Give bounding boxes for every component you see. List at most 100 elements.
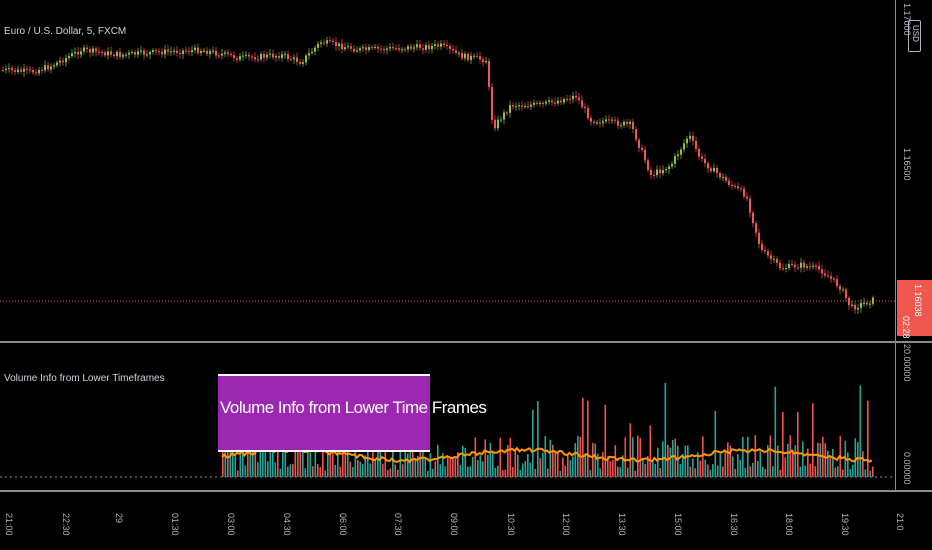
volume-bar (869, 470, 872, 477)
candle-body (644, 149, 646, 161)
volume-bar (512, 467, 514, 477)
volume-bar (287, 466, 289, 477)
candle-body (641, 147, 643, 150)
candle-body (221, 53, 223, 56)
volume-bar (499, 437, 502, 477)
volume-bar (804, 465, 807, 477)
volume-bar (232, 450, 234, 477)
candle-body (794, 264, 796, 268)
time-label: 07:30 (393, 513, 403, 536)
candle-body (608, 119, 610, 121)
candle-body (479, 56, 481, 60)
candle-body (56, 62, 58, 66)
candle-body (113, 54, 115, 57)
candle-body (401, 49, 403, 51)
candle-body (824, 273, 826, 276)
volume-bar (329, 447, 332, 477)
candle-body (326, 40, 328, 44)
currency-button[interactable]: USD (908, 20, 921, 52)
volume-bar (827, 450, 829, 477)
candle-body (656, 169, 658, 176)
price-chart-pane[interactable] (0, 0, 895, 341)
candle-body (662, 170, 664, 174)
candle-body (476, 55, 478, 57)
candle-body (668, 166, 670, 170)
candle-body (149, 51, 151, 55)
price-axis-border (895, 0, 896, 492)
price-chart[interactable] (0, 0, 895, 341)
candle-body (308, 53, 310, 56)
candle-body (284, 54, 286, 56)
candle-body (491, 86, 493, 120)
candle-body (845, 289, 847, 299)
candle-body (95, 48, 97, 52)
candle-body (200, 51, 202, 54)
candle-body (248, 54, 250, 57)
volume-bar (699, 460, 702, 477)
volume-bar (739, 460, 742, 477)
candle-body (269, 53, 271, 55)
candle-body (281, 54, 283, 58)
candle-body (764, 249, 766, 252)
volume-bar (387, 470, 389, 477)
candle-body (299, 62, 301, 64)
candle-body (329, 40, 331, 42)
candle-body (578, 97, 580, 101)
candle-body (317, 43, 319, 48)
volume-bar (627, 467, 629, 477)
volume-bar (494, 467, 497, 477)
candle-body (194, 47, 196, 51)
volume-bar (637, 435, 639, 477)
volume-bar (609, 461, 612, 477)
candle-body (470, 55, 472, 61)
volume-bar (717, 465, 719, 477)
candle-body (614, 119, 616, 121)
volume-bar (284, 435, 287, 477)
volume-bar (832, 448, 834, 477)
candle-body (314, 47, 316, 52)
candle-body (704, 158, 706, 164)
volume-bar (427, 470, 429, 477)
volume-bar (244, 465, 247, 477)
candle-body (23, 68, 25, 72)
candle-body (647, 160, 649, 171)
volume-bar (532, 409, 534, 477)
volume-bar (767, 445, 769, 477)
candle-body (773, 258, 775, 260)
candle-body (575, 95, 577, 98)
volume-bar (224, 439, 227, 477)
volume-bar (369, 463, 372, 477)
volume-bar (359, 461, 362, 477)
candle-body (713, 167, 715, 172)
pane-divider[interactable] (0, 341, 932, 343)
candle-body (635, 129, 637, 140)
volume-bar (712, 464, 714, 477)
candle-body (509, 105, 511, 113)
volume-bar (222, 443, 224, 477)
volume-bar (439, 464, 442, 477)
candle-body (5, 68, 7, 71)
candle-body (146, 54, 148, 56)
volume-bar (527, 454, 529, 477)
symbol-title[interactable]: Euro / U.S. Dollar, 5, FXCM (4, 26, 127, 37)
candle-body (701, 156, 703, 159)
volume-bar (784, 457, 787, 477)
candle-body (368, 47, 370, 50)
indicator-axis[interactable] (895, 343, 932, 490)
volume-bar (687, 445, 689, 477)
candle-body (590, 118, 592, 122)
volume-bar (647, 456, 649, 477)
candle-body (182, 50, 184, 54)
indicator-title[interactable]: Volume Info from Lower Timeframes (4, 373, 165, 384)
candle-body (683, 143, 685, 150)
candle-body (560, 100, 562, 103)
volume-bar (842, 469, 844, 477)
candle-body (791, 263, 793, 265)
volume-bar (557, 452, 559, 477)
candle-body (35, 72, 37, 74)
volume-bar (809, 463, 812, 477)
volume-bar (612, 460, 614, 477)
candle-body (416, 44, 418, 48)
candle-body (398, 48, 400, 50)
candle-body (41, 69, 43, 71)
